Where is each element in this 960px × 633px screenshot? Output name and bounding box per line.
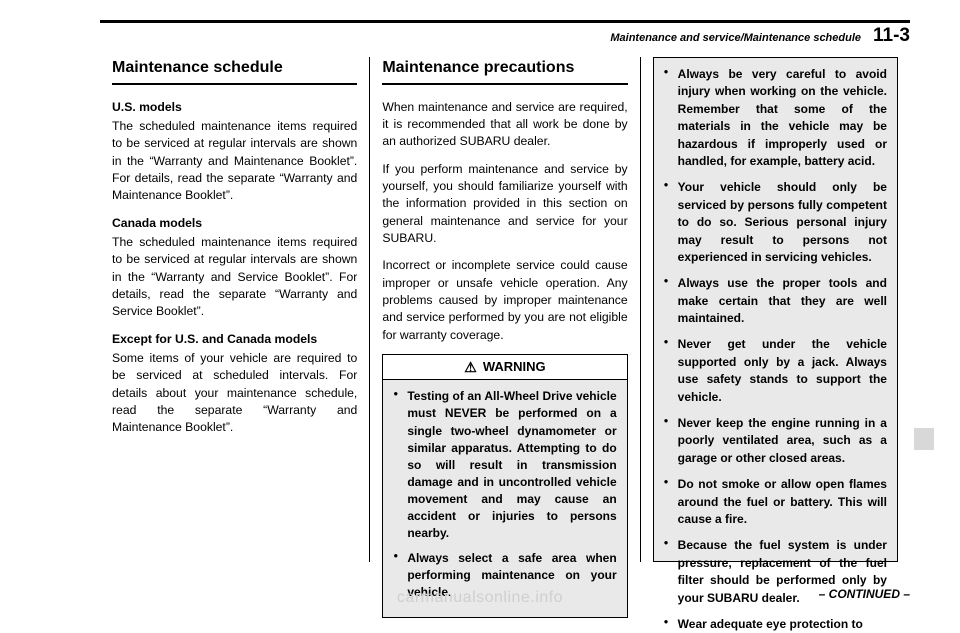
para-canada: The scheduled maintenance items required… (112, 234, 357, 321)
warning-box: ⚠ WARNING Testing of an All-Wheel Drive … (382, 354, 627, 618)
para-prec-1: When maintenance and service are require… (382, 99, 627, 151)
warning-header: ⚠ WARNING (383, 355, 626, 380)
page-number: 11-3 (873, 25, 910, 47)
column-2: Maintenance precautions When maintenance… (369, 57, 639, 562)
warning-box-continued: Always be very careful to avoid injury w… (653, 57, 898, 562)
warning-label: WARNING (483, 358, 546, 376)
breadcrumb: Maintenance and service/Maintenance sche… (610, 32, 861, 44)
warning-item: Always use the proper tools and make cer… (664, 275, 887, 327)
subhead-except: Except for U.S. and Canada models (112, 331, 357, 348)
para-prec-2: If you perform maintenance and service b… (382, 161, 627, 248)
column-1: Maintenance schedule U.S. models The sch… (100, 57, 369, 562)
para-prec-3: Incorrect or incomplete service could ca… (382, 257, 627, 344)
warning-item: Never keep the engine running in a poorl… (664, 415, 887, 467)
para-except: Some items of your vehicle are required … (112, 350, 357, 437)
warning-item: Testing of an All-Wheel Drive vehicle mu… (393, 388, 616, 541)
subhead-us: U.S. models (112, 99, 357, 116)
section-title-schedule: Maintenance schedule (112, 57, 357, 85)
continued-label: – CONTINUED – (819, 587, 910, 601)
warning-item: Wear adequate eye protection to (664, 616, 887, 633)
warning-item: Do not smoke or allow open flames around… (664, 476, 887, 528)
subhead-canada: Canada models (112, 215, 357, 232)
warning-item: Always be very careful to avoid injury w… (664, 66, 887, 170)
header-rule (100, 20, 910, 23)
content-columns: Maintenance schedule U.S. models The sch… (100, 57, 910, 562)
manual-page: Maintenance and service/Maintenance sche… (0, 0, 960, 611)
page-header: Maintenance and service/Maintenance sche… (100, 25, 910, 47)
section-tab (914, 428, 934, 450)
para-us: The scheduled maintenance items required… (112, 118, 357, 205)
watermark: carmanualsonline.info (397, 589, 563, 607)
warning-icon: ⚠ (464, 360, 477, 374)
warning-item: Never get under the vehicle supported on… (664, 336, 887, 406)
column-3: Always be very careful to avoid injury w… (640, 57, 910, 562)
warning-item: Your vehicle should only be serviced by … (664, 179, 887, 266)
section-title-precautions: Maintenance precautions (382, 57, 627, 85)
warning-body: Testing of an All-Wheel Drive vehicle mu… (383, 380, 626, 616)
